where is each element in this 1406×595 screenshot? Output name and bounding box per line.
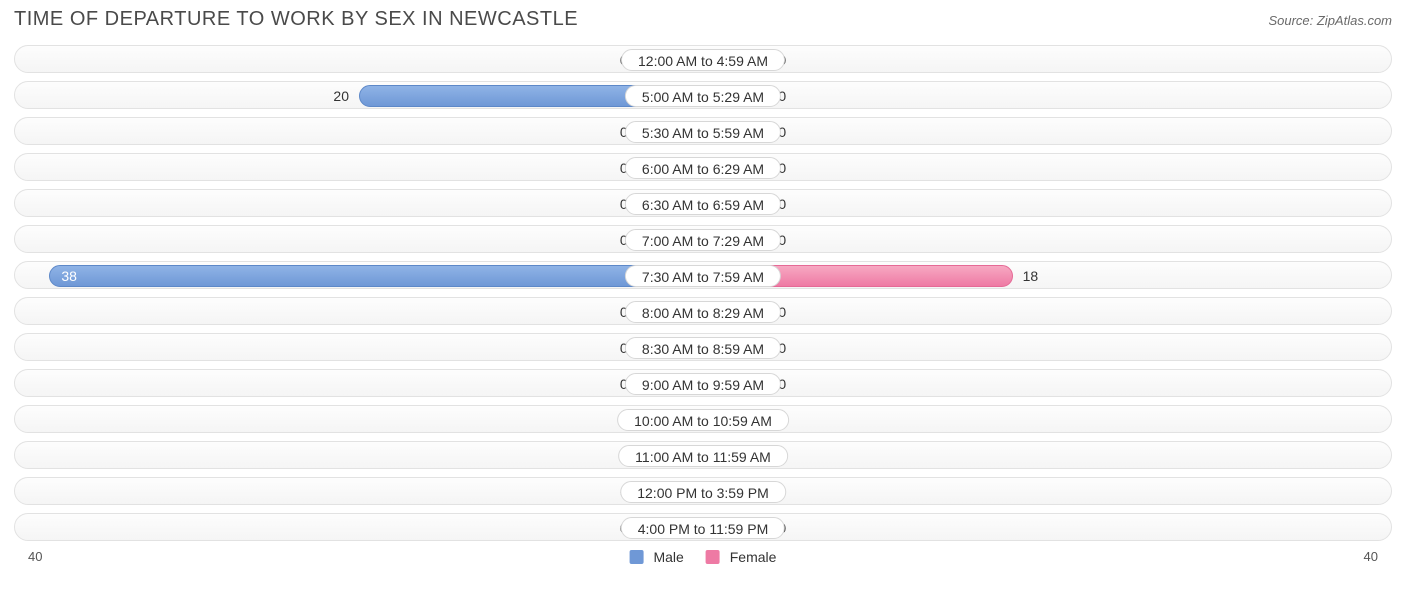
male-half: 0 — [15, 478, 703, 504]
chart-row: 006:00 AM to 6:29 AM — [14, 153, 1392, 181]
female-half: 0 — [703, 190, 1391, 216]
chart-header: TIME OF DEPARTURE TO WORK BY SEX IN NEWC… — [14, 8, 1392, 31]
male-half: 0 — [15, 334, 703, 360]
axis-max-left: 40 — [28, 549, 42, 564]
category-label: 8:00 AM to 8:29 AM — [625, 301, 781, 323]
axis-max-right: 40 — [1364, 549, 1378, 564]
male-half: 0 — [15, 154, 703, 180]
male-half: 0 — [15, 46, 703, 72]
female-half: 0 — [703, 406, 1391, 432]
chart-row: 009:00 AM to 9:59 AM — [14, 369, 1392, 397]
category-label: 5:30 AM to 5:59 AM — [625, 121, 781, 143]
chart-row: 006:30 AM to 6:59 AM — [14, 189, 1392, 217]
category-label: 9:00 AM to 9:59 AM — [625, 373, 781, 395]
chart-row: 007:00 AM to 7:29 AM — [14, 225, 1392, 253]
chart-row: 20 05:00 AM to 5:29 AM — [14, 81, 1392, 109]
chart-row: 0011:00 AM to 11:59 AM — [14, 441, 1392, 469]
female-half: 0 — [703, 370, 1391, 396]
chart-row: 004:00 PM to 11:59 PM — [14, 513, 1392, 541]
female-half: 0 — [703, 118, 1391, 144]
legend-swatch-female — [706, 550, 720, 564]
male-half: 0 — [15, 226, 703, 252]
category-label: 11:00 AM to 11:59 AM — [618, 445, 788, 467]
male-half: 0 — [15, 190, 703, 216]
chart-row: 0012:00 PM to 3:59 PM — [14, 477, 1392, 505]
legend-label-male: Male — [653, 549, 683, 565]
male-half: 0 — [15, 298, 703, 324]
male-half: 0 — [15, 514, 703, 540]
female-half: 18 — [703, 262, 1391, 288]
female-half: 0 — [703, 298, 1391, 324]
chart-title: TIME OF DEPARTURE TO WORK BY SEX IN NEWC… — [14, 8, 578, 31]
legend: Male Female — [630, 549, 777, 565]
category-label: 5:00 AM to 5:29 AM — [625, 85, 781, 107]
female-half: 0 — [703, 514, 1391, 540]
legend-swatch-male — [630, 550, 644, 564]
female-half: 0 — [703, 154, 1391, 180]
male-half: 0 — [15, 442, 703, 468]
chart-source: Source: ZipAtlas.com — [1268, 13, 1392, 28]
legend-item-female: Female — [706, 549, 777, 565]
legend-item-male: Male — [630, 549, 684, 565]
female-half: 0 — [703, 226, 1391, 252]
male-half: 38 — [15, 262, 703, 288]
male-value: 38 — [49, 262, 87, 290]
male-bar — [49, 265, 703, 287]
chart-row: 38 18 7:30 AM to 7:59 AM — [14, 261, 1392, 289]
category-label: 6:30 AM to 6:59 AM — [625, 193, 781, 215]
male-half: 0 — [15, 370, 703, 396]
chart-row: 0012:00 AM to 4:59 AM — [14, 45, 1392, 73]
category-label: 12:00 PM to 3:59 PM — [620, 481, 786, 503]
chart-footer: 40 Male Female 40 — [14, 549, 1392, 571]
chart-row: 008:00 AM to 8:29 AM — [14, 297, 1392, 325]
male-value: 20 — [333, 82, 349, 110]
category-label: 10:00 AM to 10:59 AM — [617, 409, 789, 431]
female-half: 0 — [703, 334, 1391, 360]
chart-row: 008:30 AM to 8:59 AM — [14, 333, 1392, 361]
category-label: 12:00 AM to 4:59 AM — [621, 49, 785, 71]
category-label: 7:30 AM to 7:59 AM — [625, 265, 781, 287]
category-label: 4:00 PM to 11:59 PM — [621, 517, 785, 539]
legend-label-female: Female — [730, 549, 777, 565]
male-half: 0 — [15, 406, 703, 432]
female-half: 0 — [703, 82, 1391, 108]
female-half: 0 — [703, 478, 1391, 504]
category-label: 6:00 AM to 6:29 AM — [625, 157, 781, 179]
male-half: 0 — [15, 118, 703, 144]
category-label: 8:30 AM to 8:59 AM — [625, 337, 781, 359]
category-label: 7:00 AM to 7:29 AM — [625, 229, 781, 251]
female-half: 0 — [703, 442, 1391, 468]
female-value: 18 — [1023, 262, 1039, 290]
male-half: 20 — [15, 82, 703, 108]
female-half: 0 — [703, 46, 1391, 72]
chart-row: 005:30 AM to 5:59 AM — [14, 117, 1392, 145]
chart-row: 0010:00 AM to 10:59 AM — [14, 405, 1392, 433]
diverging-bar-chart: 0012:00 AM to 4:59 AM2005:00 AM to 5:29 … — [14, 45, 1392, 541]
